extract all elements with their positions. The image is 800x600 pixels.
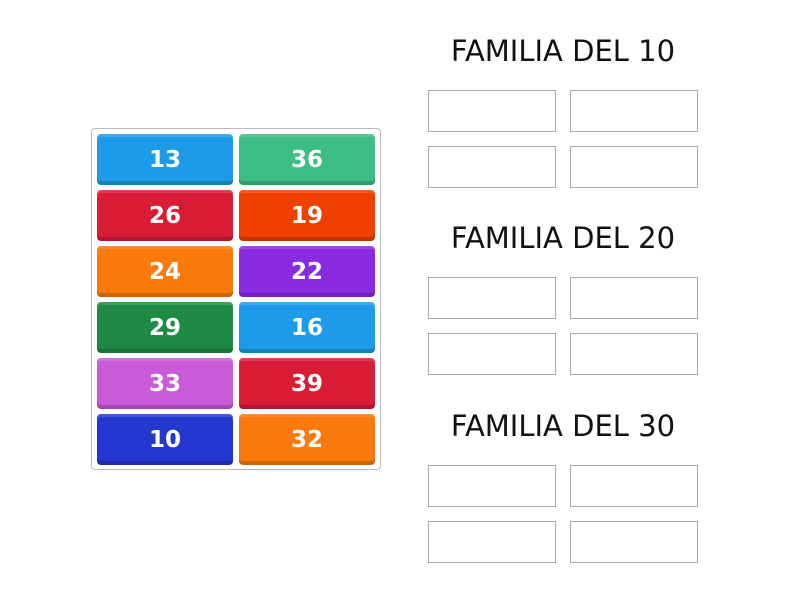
number-tile[interactable]: 16 — [239, 302, 375, 353]
number-tile[interactable]: 10 — [97, 414, 233, 465]
drop-slot[interactable] — [428, 333, 556, 375]
drop-slot[interactable] — [570, 277, 698, 319]
number-tile[interactable]: 36 — [239, 134, 375, 185]
number-tile[interactable]: 13 — [97, 134, 233, 185]
number-tile[interactable]: 24 — [97, 246, 233, 297]
number-tile[interactable]: 32 — [239, 414, 375, 465]
drop-slot[interactable] — [570, 146, 698, 188]
number-tile[interactable]: 33 — [97, 358, 233, 409]
drop-slot[interactable] — [428, 146, 556, 188]
drop-slot[interactable] — [570, 90, 698, 132]
drop-slot[interactable] — [428, 90, 556, 132]
drop-slot[interactable] — [570, 521, 698, 563]
group-title: FAMILIA DEL 10 — [450, 34, 676, 68]
drop-slot[interactable] — [570, 465, 698, 507]
number-tile[interactable]: 29 — [97, 302, 233, 353]
group-title: FAMILIA DEL 30 — [450, 409, 676, 443]
number-tile[interactable]: 22 — [239, 246, 375, 297]
number-tile[interactable]: 19 — [239, 190, 375, 241]
number-tile[interactable]: 39 — [239, 358, 375, 409]
drop-slot[interactable] — [428, 521, 556, 563]
drop-slot[interactable] — [570, 333, 698, 375]
drop-slot[interactable] — [428, 465, 556, 507]
group-title: FAMILIA DEL 20 — [450, 221, 676, 255]
number-tile[interactable]: 26 — [97, 190, 233, 241]
drop-slot[interactable] — [428, 277, 556, 319]
tile-bank — [91, 128, 381, 470]
